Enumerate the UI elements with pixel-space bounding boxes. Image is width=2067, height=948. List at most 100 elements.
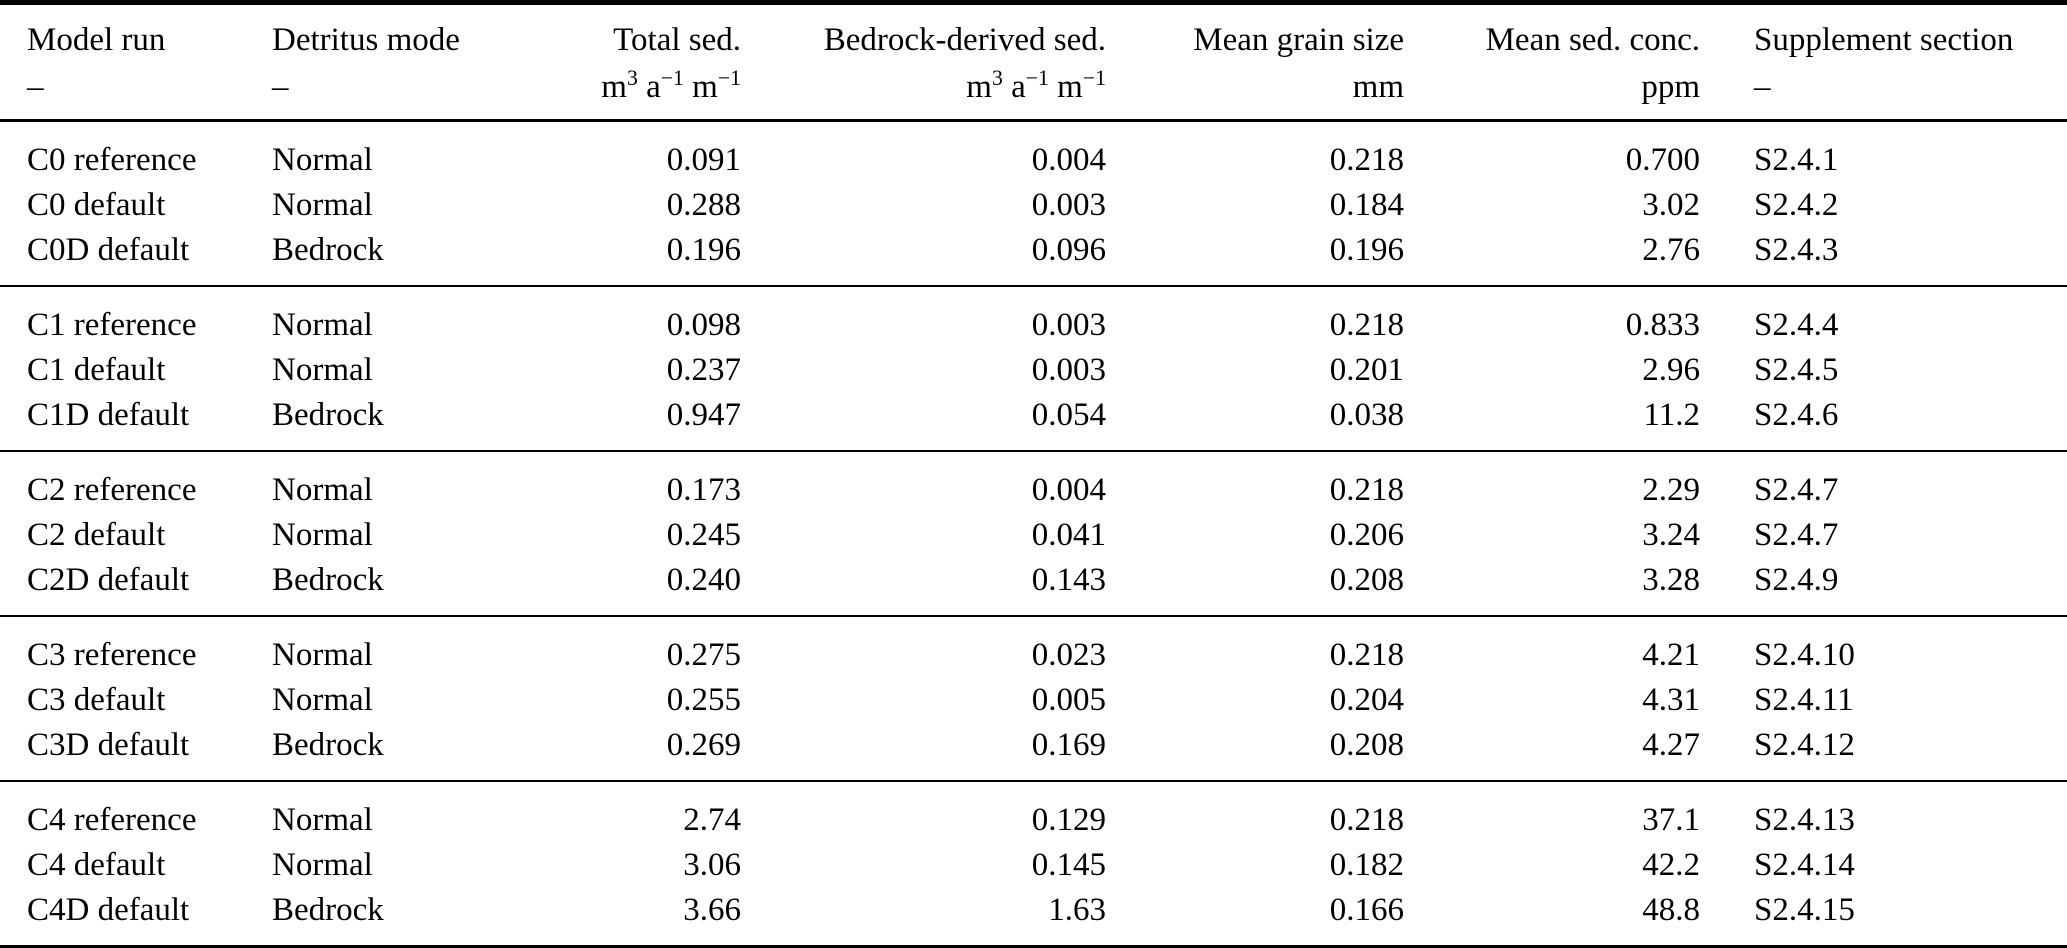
cell-detritus-mode: Normal bbox=[272, 802, 373, 838]
cell-detritus-mode: Bedrock bbox=[272, 892, 384, 928]
cell-total-sed: 0.269 bbox=[666, 727, 741, 763]
table-row: C0 reference Normal 0.091 0.004 0.218 0.700 S2… bbox=[0, 121, 2067, 184]
cell-bedrock-derived-sed: 0.096 bbox=[1031, 232, 1106, 268]
cell-mean-sed-conc: 42.2 bbox=[1642, 847, 1700, 883]
cell-model-run: C4 default bbox=[27, 847, 166, 883]
cell-model-run: C0 reference bbox=[27, 142, 197, 178]
cell-mean-grain-size: 0.208 bbox=[1329, 727, 1404, 763]
cell-total-sed: 0.098 bbox=[666, 307, 741, 343]
cell-mean-sed-conc: 3.02 bbox=[1642, 187, 1700, 223]
cell-detritus-mode: Normal bbox=[272, 352, 373, 388]
cell-bedrock-derived-sed: 0.041 bbox=[1031, 517, 1106, 553]
cell-total-sed: 0.196 bbox=[666, 232, 741, 268]
cell-detritus-mode: Normal bbox=[272, 142, 373, 178]
cell-supplement-section: S2.4.11 bbox=[1754, 682, 1854, 718]
cell-bedrock-derived-sed: 0.003 bbox=[1031, 187, 1106, 223]
cell-mean-grain-size: 0.166 bbox=[1329, 892, 1404, 928]
table-row: C2 reference Normal 0.173 0.004 0.218 2.29 S2.… bbox=[0, 451, 2067, 513]
cell-total-sed: 3.66 bbox=[683, 892, 741, 928]
col-header-label: Mean grain size bbox=[1193, 22, 1404, 58]
unit-superscript: −1 bbox=[717, 66, 741, 90]
cell-model-run: C1 reference bbox=[27, 307, 197, 343]
unit-superscript: 3 bbox=[991, 66, 1003, 90]
cell-model-run: C3D default bbox=[27, 727, 190, 763]
cell-detritus-mode: Bedrock bbox=[272, 562, 384, 598]
col-header-label: Bedrock-derived sed. bbox=[823, 22, 1106, 58]
cell-mean-grain-size: 0.204 bbox=[1329, 682, 1404, 718]
unit-superscript: −1 bbox=[1082, 66, 1106, 90]
cell-total-sed: 0.240 bbox=[666, 562, 741, 598]
unit-text: m bbox=[601, 69, 627, 105]
cell-model-run: C2 default bbox=[27, 517, 166, 553]
cell-bedrock-derived-sed: 0.003 bbox=[1031, 307, 1106, 343]
cell-supplement-section: S2.4.9 bbox=[1754, 562, 1839, 598]
row-group-4: C4 reference Normal 2.74 0.129 0.218 37.1 S2.4… bbox=[0, 781, 2067, 947]
col-header-unit: ppm bbox=[1641, 69, 1700, 105]
table-row: C1D default Bedrock 0.947 0.054 0.038 11.2 S2.… bbox=[0, 393, 2067, 451]
cell-mean-sed-conc: 0.700 bbox=[1625, 142, 1700, 178]
cell-supplement-section: S2.4.13 bbox=[1754, 802, 1855, 838]
cell-mean-sed-conc: 37.1 bbox=[1642, 802, 1700, 838]
col-header-unit: – bbox=[1754, 69, 1771, 105]
cell-supplement-section: S2.4.7 bbox=[1754, 472, 1839, 508]
table-row: C4 reference Normal 2.74 0.129 0.218 37.1 S2.4… bbox=[0, 781, 2067, 843]
cell-mean-grain-size: 0.201 bbox=[1329, 352, 1404, 388]
cell-mean-grain-size: 0.218 bbox=[1329, 637, 1404, 673]
cell-bedrock-derived-sed: 0.005 bbox=[1031, 682, 1106, 718]
col-header-supplement-section: Supplement section – bbox=[1708, 2, 2067, 122]
table-row: C3 reference Normal 0.275 0.023 0.218 4.21 S2.… bbox=[0, 616, 2067, 678]
col-header-unit: m3 a−1 m−1 bbox=[491, 63, 741, 111]
row-group-0: C0 reference Normal 0.091 0.004 0.218 0.700 S2… bbox=[0, 121, 2067, 287]
unit-text: m bbox=[966, 69, 992, 105]
cell-bedrock-derived-sed: 0.129 bbox=[1031, 802, 1106, 838]
cell-bedrock-derived-sed: 0.054 bbox=[1031, 397, 1106, 433]
cell-model-run: C3 default bbox=[27, 682, 166, 718]
cell-supplement-section: S2.4.6 bbox=[1754, 397, 1839, 433]
cell-model-run: C4D default bbox=[27, 892, 190, 928]
cell-total-sed: 3.06 bbox=[683, 847, 741, 883]
cell-model-run: C1D default bbox=[27, 397, 190, 433]
cell-bedrock-derived-sed: 0.169 bbox=[1031, 727, 1106, 763]
col-header-label: Model run bbox=[27, 22, 166, 58]
cell-detritus-mode: Bedrock bbox=[272, 232, 384, 268]
cell-total-sed: 0.245 bbox=[666, 517, 741, 553]
cell-mean-sed-conc: 3.24 bbox=[1642, 517, 1700, 553]
unit-superscript: −1 bbox=[660, 66, 684, 90]
table-row: C4D default Bedrock 3.66 1.63 0.166 48.8 S2.4.… bbox=[0, 888, 2067, 947]
header-row: Model run – Detritus mode – Total sed. m3 a−1… bbox=[0, 2, 2067, 122]
unit-text: a bbox=[1002, 69, 1026, 105]
unit-superscript: −1 bbox=[1025, 66, 1049, 90]
row-group-2: C2 reference Normal 0.173 0.004 0.218 2.29 S2.… bbox=[0, 451, 2067, 616]
unit-text: a bbox=[637, 69, 661, 105]
cell-mean-grain-size: 0.184 bbox=[1329, 187, 1404, 223]
table-row: C4 default Normal 3.06 0.145 0.182 42.2 S2.4.1… bbox=[0, 843, 2067, 888]
cell-mean-grain-size: 0.208 bbox=[1329, 562, 1404, 598]
cell-mean-sed-conc: 2.76 bbox=[1642, 232, 1700, 268]
cell-model-run: C1 default bbox=[27, 352, 166, 388]
cell-model-run: C3 reference bbox=[27, 637, 197, 673]
cell-supplement-section: S2.4.10 bbox=[1754, 637, 1855, 673]
table-header: Model run – Detritus mode – Total sed. m3 a−1… bbox=[0, 2, 2067, 122]
table-row: C2D default Bedrock 0.240 0.143 0.208 3.28 S2.… bbox=[0, 558, 2067, 616]
cell-model-run: C0 default bbox=[27, 187, 166, 223]
cell-model-run: C2D default bbox=[27, 562, 190, 598]
cell-supplement-section: S2.4.15 bbox=[1754, 892, 1855, 928]
table-row: C3D default Bedrock 0.269 0.169 0.208 4.27 S2.… bbox=[0, 723, 2067, 781]
cell-mean-grain-size: 0.218 bbox=[1329, 307, 1404, 343]
cell-mean-sed-conc: 4.31 bbox=[1642, 682, 1700, 718]
cell-mean-sed-conc: 2.96 bbox=[1642, 352, 1700, 388]
cell-mean-sed-conc: 48.8 bbox=[1642, 892, 1700, 928]
col-header-detritus-mode: Detritus mode – bbox=[250, 2, 490, 122]
row-group-3: C3 reference Normal 0.275 0.023 0.218 4.21 S2.… bbox=[0, 616, 2067, 781]
cell-bedrock-derived-sed: 0.023 bbox=[1031, 637, 1106, 673]
cell-detritus-mode: Normal bbox=[272, 307, 373, 343]
cell-mean-sed-conc: 4.21 bbox=[1642, 637, 1700, 673]
table-row: C3 default Normal 0.255 0.005 0.204 4.31 S2.4.… bbox=[0, 678, 2067, 723]
cell-bedrock-derived-sed: 0.143 bbox=[1031, 562, 1106, 598]
cell-detritus-mode: Bedrock bbox=[272, 397, 384, 433]
cell-mean-grain-size: 0.206 bbox=[1329, 517, 1404, 553]
cell-bedrock-derived-sed: 0.145 bbox=[1031, 847, 1106, 883]
col-header-mean-grain-size: Mean grain size mm bbox=[1114, 2, 1412, 122]
cell-detritus-mode: Normal bbox=[272, 637, 373, 673]
cell-model-run: C0D default bbox=[27, 232, 190, 268]
